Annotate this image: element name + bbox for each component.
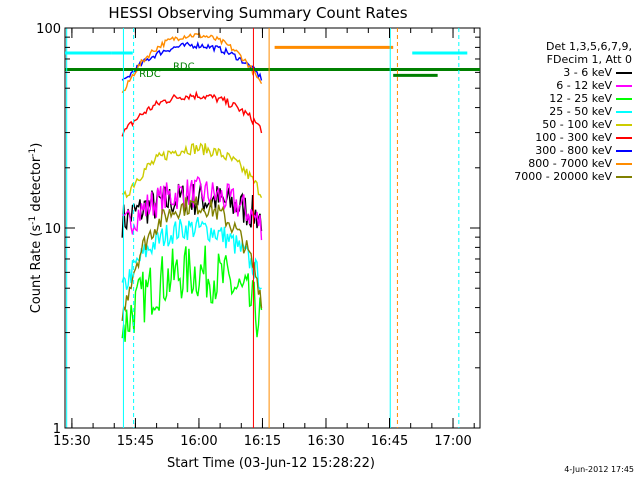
x-tick-label: 15:45 xyxy=(117,434,154,449)
y-label-main: Count Rate (s xyxy=(29,225,44,314)
flags-layer: RDC RDC xyxy=(65,28,480,428)
legend-item: 100 - 300 keV xyxy=(492,131,632,144)
legend-header-2: FDecim 1, Att 0 xyxy=(546,53,632,66)
ticks-layer: 1 10 100 15:30 15:45 16:00 16:15 16:30 16:45 17:0… xyxy=(36,22,480,449)
series-line xyxy=(121,196,263,321)
legend-swatch xyxy=(616,149,632,152)
date-stamp: 4-Jun-2012 17:45 xyxy=(564,465,634,474)
legend-item: 800 - 7000 keV xyxy=(492,157,632,170)
legend-item: 300 - 800 keV xyxy=(492,144,632,157)
legend-item: 6 - 12 keV xyxy=(492,79,632,92)
y-axis-label: Count Rate (s-1 detector-1) xyxy=(28,143,44,314)
legend-swatch xyxy=(616,136,632,139)
legend-swatch xyxy=(616,175,632,178)
series-line xyxy=(121,32,263,94)
legend-label: 25 - 50 keV xyxy=(549,105,612,118)
x-tick-label: 16:30 xyxy=(307,434,344,449)
legend-label: 100 - 300 keV xyxy=(535,131,612,144)
x-tick-label: 16:00 xyxy=(180,434,217,449)
x-tick-label: 15:30 xyxy=(53,434,90,449)
legend-swatch xyxy=(616,84,632,87)
legend-item: 3 - 6 keV xyxy=(492,66,632,79)
y-tick-label: 100 xyxy=(36,22,61,37)
legend-label: 800 - 7000 keV xyxy=(528,157,612,170)
legend: Det 1,3,5,6,7,9, FDecim 1, Att 0 3 - 6 k… xyxy=(492,40,632,183)
legend-header-1: Det 1,3,5,6,7,9, xyxy=(545,40,632,53)
chart-title: HESSI Observing Summary Count Rates xyxy=(108,4,407,22)
legend-item: 12 - 25 keV xyxy=(492,92,632,105)
series-line xyxy=(121,142,263,199)
legend-swatch xyxy=(616,97,632,100)
legend-swatch xyxy=(616,110,632,113)
series-line xyxy=(121,175,263,241)
x-tick-label: 16:45 xyxy=(371,434,408,449)
series-line xyxy=(121,90,263,137)
legend-label: 3 - 6 keV xyxy=(563,66,612,79)
legend-label: 50 - 100 keV xyxy=(542,118,612,131)
annotation-label: RDC xyxy=(173,62,195,73)
y-label-end: ) xyxy=(29,143,44,148)
annotation-label: RDC xyxy=(139,69,161,80)
legend-item: 50 - 100 keV xyxy=(492,118,632,131)
x-axis-label: Start Time (03-Jun-12 15:28:22) xyxy=(167,456,375,471)
legend-item: 25 - 50 keV xyxy=(492,105,632,118)
x-tick-label: 16:15 xyxy=(244,434,281,449)
legend-label: 300 - 800 keV xyxy=(535,144,612,157)
y-label-sup1: -1 xyxy=(28,216,38,225)
x-tick-label: 17:00 xyxy=(434,434,471,449)
y-tick-label: 1 xyxy=(53,422,61,437)
legend-swatch xyxy=(616,71,632,74)
y-tick-label: 10 xyxy=(44,222,61,237)
legend-swatch xyxy=(616,123,632,126)
series-layer xyxy=(121,32,263,342)
legend-label: 6 - 12 keV xyxy=(556,79,612,92)
y-label-mid: detector xyxy=(29,156,44,216)
series-line xyxy=(121,245,263,342)
y-label-sup2: -1 xyxy=(28,148,38,157)
legend-swatch xyxy=(616,162,632,165)
legend-label: 12 - 25 keV xyxy=(549,92,612,105)
series-line xyxy=(121,217,262,291)
legend-item: 7000 - 20000 keV xyxy=(492,170,632,183)
legend-label: 7000 - 20000 keV xyxy=(514,170,612,183)
